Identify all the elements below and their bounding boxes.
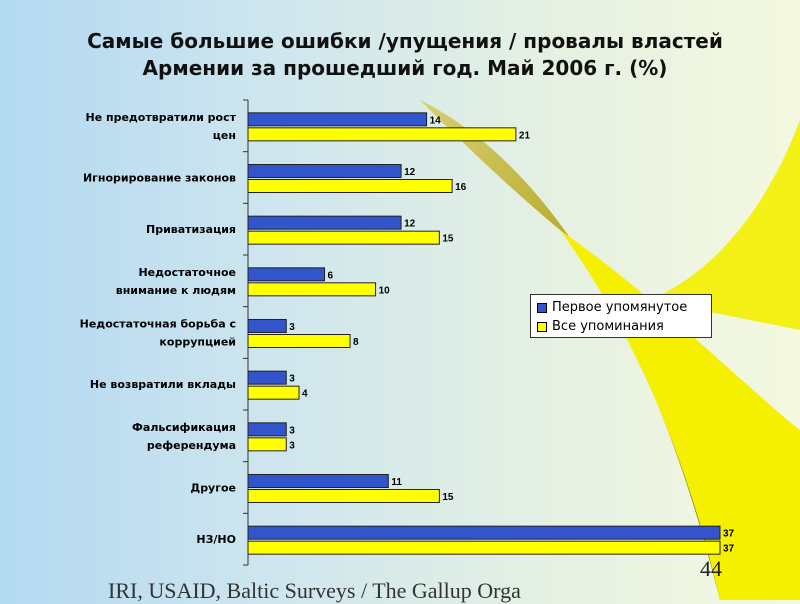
bar-first-mention [247, 112, 428, 127]
data-label: 3 [289, 425, 295, 436]
category-label: цен [213, 129, 236, 142]
category-label: референдума [147, 439, 236, 452]
bar-first-mention [247, 474, 389, 488]
bar-first-mention [247, 370, 287, 385]
data-label: 15 [442, 492, 454, 503]
bar-all-mentions [247, 127, 517, 142]
bar-first-mention [247, 319, 287, 333]
data-label: 16 [455, 182, 467, 193]
legend-item-first-mention: Первое упомянутое [537, 298, 711, 317]
legend-item-all-mentions: Все упоминания [537, 317, 711, 336]
category-label: внимание к людям [116, 284, 236, 297]
category-label: Приватизация [146, 223, 236, 236]
data-label: 3 [289, 374, 295, 385]
bar-all-mentions [247, 489, 440, 503]
legend-swatch-first-mention [537, 302, 547, 313]
data-label: 11 [391, 477, 402, 488]
bar-all-mentions [247, 230, 440, 245]
legend-swatch-all-mentions [537, 321, 547, 332]
data-label: 3 [289, 322, 295, 333]
bar-all-mentions [247, 282, 377, 297]
data-label: 37 [723, 529, 735, 540]
data-label: 4 [302, 389, 308, 400]
category-label: Другое [190, 482, 236, 495]
category-label: Не предотвратили рост [85, 111, 236, 124]
category-label: коррупцией [159, 336, 236, 349]
data-label: 10 [379, 285, 391, 296]
bar-first-mention [247, 525, 721, 540]
bar-first-mention [247, 164, 402, 178]
category-label: Фальсификация [132, 421, 236, 434]
page-number: 44 [700, 556, 722, 581]
category-label: Не возвратили вклады [90, 378, 236, 391]
chart-title-line-2: Армении за прошедший год. Май 2006 г. (%… [142, 56, 668, 80]
footer-source: IRI, USAID, Baltic Surveys / The Gallup … [108, 578, 521, 603]
data-label: 6 [328, 270, 334, 281]
bar-all-mentions [247, 385, 300, 400]
data-label: 3 [289, 440, 295, 451]
data-label: 21 [519, 130, 531, 141]
data-label: 14 [430, 115, 442, 126]
data-label: 12 [404, 219, 416, 230]
bar-all-mentions [247, 437, 287, 452]
bar-first-mention [247, 267, 326, 282]
bar-all-mentions [247, 334, 351, 348]
bar-all-mentions [247, 179, 453, 193]
category-label: Недостаточное [138, 266, 236, 279]
category-label: НЗ/НО [196, 533, 236, 546]
bar-all-mentions [247, 540, 721, 555]
data-label: 8 [353, 337, 359, 348]
bar-first-mention [247, 215, 402, 230]
data-label: 37 [723, 544, 735, 555]
chart-title: Самые большие ошибки /упущения / провалы… [60, 28, 750, 82]
data-label: 12 [404, 167, 416, 178]
chart-title-line-1: Самые большие ошибки /упущения / провалы… [87, 29, 723, 53]
legend-label-all-mentions: Все упоминания [552, 319, 664, 334]
bar-first-mention [247, 422, 287, 437]
legend-label-first-mention: Первое упомянутое [552, 300, 688, 315]
chart-legend: Первое упомянутое Все упоминания [530, 294, 712, 338]
data-label: 15 [442, 234, 454, 245]
category-label: Недостаточная борьба с [80, 318, 236, 331]
category-label: Игнорирование законов [83, 172, 236, 185]
